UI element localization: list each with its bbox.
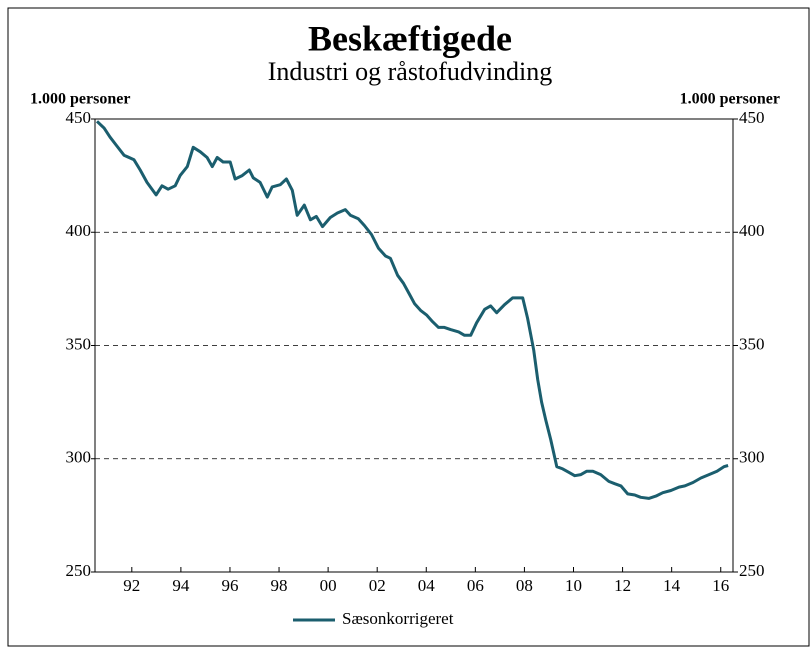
x-tick-label: 98 xyxy=(271,576,288,595)
y-tick-label: 250 xyxy=(66,561,92,580)
x-tick-label: 94 xyxy=(172,576,190,595)
y2-axis-label: 1.000 personer xyxy=(680,91,780,108)
x-tick-label: 12 xyxy=(614,576,631,595)
y2-tick-label: 450 xyxy=(739,108,765,127)
x-tick-label: 96 xyxy=(221,576,238,595)
plot-frame xyxy=(94,118,734,573)
line xyxy=(95,120,729,500)
y2-tick-label: 250 xyxy=(739,561,765,580)
x-tick-label: 92 xyxy=(123,576,140,595)
x-tick-label: 02 xyxy=(369,576,386,595)
y-tick-label: 350 xyxy=(66,334,92,353)
y-tick-label: 300 xyxy=(66,448,92,467)
chart-subtitle: Industri og råstofudvinding xyxy=(268,57,553,86)
x-tick-label: 04 xyxy=(418,576,436,595)
y2-tick-label: 400 xyxy=(739,221,765,240)
chart-title: Beskæftigede xyxy=(308,18,512,58)
x-tick-label: 08 xyxy=(516,576,533,595)
y2-tick-label: 300 xyxy=(739,448,765,467)
frame xyxy=(7,7,810,647)
y2-tick-label: 350 xyxy=(739,334,765,353)
y-axis-label: 1.000 personer xyxy=(30,91,130,108)
x-tick-label: 14 xyxy=(663,576,681,595)
x-tick-label: 00 xyxy=(320,576,337,595)
y-tick-label: 400 xyxy=(66,221,92,240)
x-tick-label: 10 xyxy=(565,576,582,595)
legend-label: Sæsonkorrigeret xyxy=(342,609,454,628)
y-tick-label: 450 xyxy=(66,108,92,127)
x-tick-label: 16 xyxy=(712,576,729,595)
x-tick-label: 06 xyxy=(467,576,484,595)
